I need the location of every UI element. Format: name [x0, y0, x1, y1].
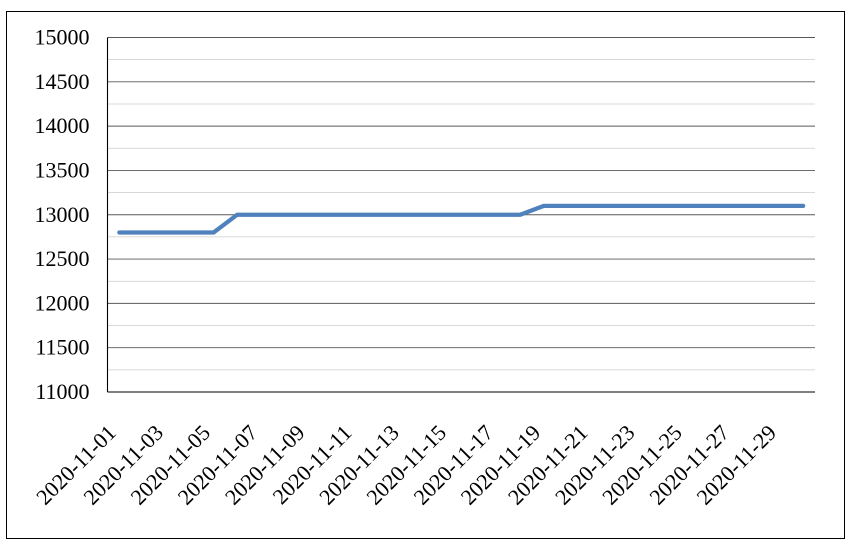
svg-text:15000: 15000: [35, 25, 90, 50]
svg-text:12000: 12000: [35, 290, 90, 315]
svg-text:11000: 11000: [35, 379, 89, 404]
svg-text:14500: 14500: [35, 69, 90, 94]
svg-text:11500: 11500: [35, 335, 89, 360]
svg-text:12500: 12500: [35, 246, 90, 271]
svg-text:13500: 13500: [35, 157, 90, 182]
svg-text:13000: 13000: [35, 202, 90, 227]
svg-text:14000: 14000: [35, 113, 90, 138]
